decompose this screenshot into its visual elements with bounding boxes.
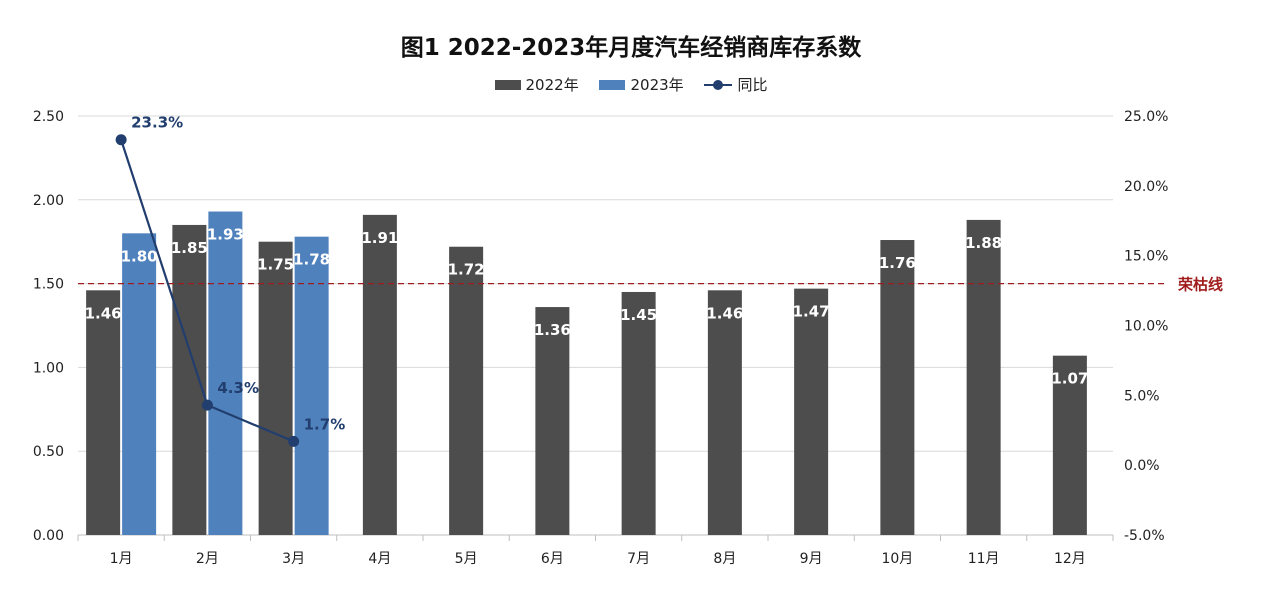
y-left-tick-label: 0.50 <box>33 444 64 460</box>
bar-2022 <box>172 224 207 535</box>
legend-item-2022: 2022年 <box>494 74 579 95</box>
bar-2022 <box>535 307 570 535</box>
bar-label-2022: 1.46 <box>85 304 122 322</box>
bar-label-2022: 1.36 <box>534 321 571 339</box>
bar-label-2023: 1.80 <box>121 247 158 265</box>
y-right-tick-label: -5.0% <box>1124 528 1165 544</box>
bar-label-2022: 1.72 <box>448 261 485 279</box>
yoy-point <box>288 435 300 447</box>
bar-2022 <box>880 240 915 536</box>
bar-2022 <box>449 246 484 535</box>
y-right-tick-label: 20.0% <box>1124 179 1168 195</box>
legend-swatch-2023 <box>599 79 626 90</box>
legend-item-2023: 2023年 <box>599 74 684 95</box>
legend-item-yoy: 同比 <box>704 74 767 95</box>
yoy-point <box>115 134 127 146</box>
x-tick-label: 5月 <box>455 551 478 567</box>
x-tick-label: 6月 <box>541 551 564 567</box>
y-right-tick-label: 15.0% <box>1124 249 1168 265</box>
bar-2022 <box>794 288 829 535</box>
bar-2023 <box>294 236 329 535</box>
yoy-point <box>201 399 213 411</box>
y-left-tick-label: 0.00 <box>33 528 64 544</box>
bar-label-2022: 1.88 <box>965 234 1002 252</box>
x-tick-label: 12月 <box>1054 551 1086 567</box>
x-tick-label: 11月 <box>968 551 1000 567</box>
bar-2022 <box>362 214 397 535</box>
x-tick-label: 9月 <box>800 551 823 567</box>
yoy-label: 1.7% <box>304 415 346 433</box>
bar-2022 <box>86 290 121 535</box>
y-left-tick-label: 1.00 <box>33 360 64 376</box>
y-right-tick-label: 10.0% <box>1124 319 1168 335</box>
reference-line-label: 荣枯线 <box>1177 276 1223 294</box>
y-right-tick-label: 5.0% <box>1124 388 1160 404</box>
x-tick-label: 8月 <box>713 551 736 567</box>
bar-2022 <box>258 241 293 535</box>
x-tick-label: 4月 <box>368 551 391 567</box>
x-tick-label: 10月 <box>881 551 913 567</box>
bar-2023 <box>122 233 157 535</box>
x-tick-label: 3月 <box>282 551 305 567</box>
y-left-tick-label: 2.50 <box>33 109 64 125</box>
yoy-label: 23.3% <box>131 114 183 132</box>
bar-label-2022: 1.07 <box>1051 370 1088 388</box>
bar-label-2022: 1.85 <box>171 239 208 257</box>
bar-label-2022: 1.75 <box>257 256 294 274</box>
y-right-tick-label: 0.0% <box>1124 458 1160 474</box>
legend-label-2022: 2022年 <box>525 76 579 94</box>
bar-2022 <box>707 290 742 535</box>
x-tick-label: 2月 <box>196 551 219 567</box>
yoy-label: 4.3% <box>217 379 259 397</box>
bar-2022 <box>966 219 1001 536</box>
y-right-tick-label: 25.0% <box>1124 109 1168 125</box>
bar-label-2022: 1.91 <box>361 229 398 247</box>
x-tick-label: 7月 <box>627 551 650 567</box>
bar-label-2023: 1.78 <box>293 251 330 269</box>
legend-swatch-yoy <box>704 79 733 90</box>
legend-label-2023: 2023年 <box>630 76 684 94</box>
x-tick-label: 1月 <box>110 551 133 567</box>
chart-title: 图1 2022-2023年月度汽车经销商库存系数 <box>400 35 862 61</box>
y-left-tick-label: 1.50 <box>33 277 64 293</box>
bar-2022 <box>621 291 656 535</box>
y-left-tick-label: 2.00 <box>33 193 64 209</box>
legend: 2022年 2023年 同比 <box>0 74 1262 95</box>
bar-label-2023: 1.93 <box>207 226 244 244</box>
bar-2023 <box>208 211 243 536</box>
bar-label-2022: 1.45 <box>620 306 657 324</box>
legend-swatch-2022 <box>494 79 521 90</box>
bar-label-2022: 1.46 <box>706 304 743 322</box>
legend-label-yoy: 同比 <box>737 76 768 94</box>
bar-label-2022: 1.47 <box>793 303 830 321</box>
bar-label-2022: 1.76 <box>879 254 916 272</box>
bar-2022 <box>1052 355 1087 535</box>
